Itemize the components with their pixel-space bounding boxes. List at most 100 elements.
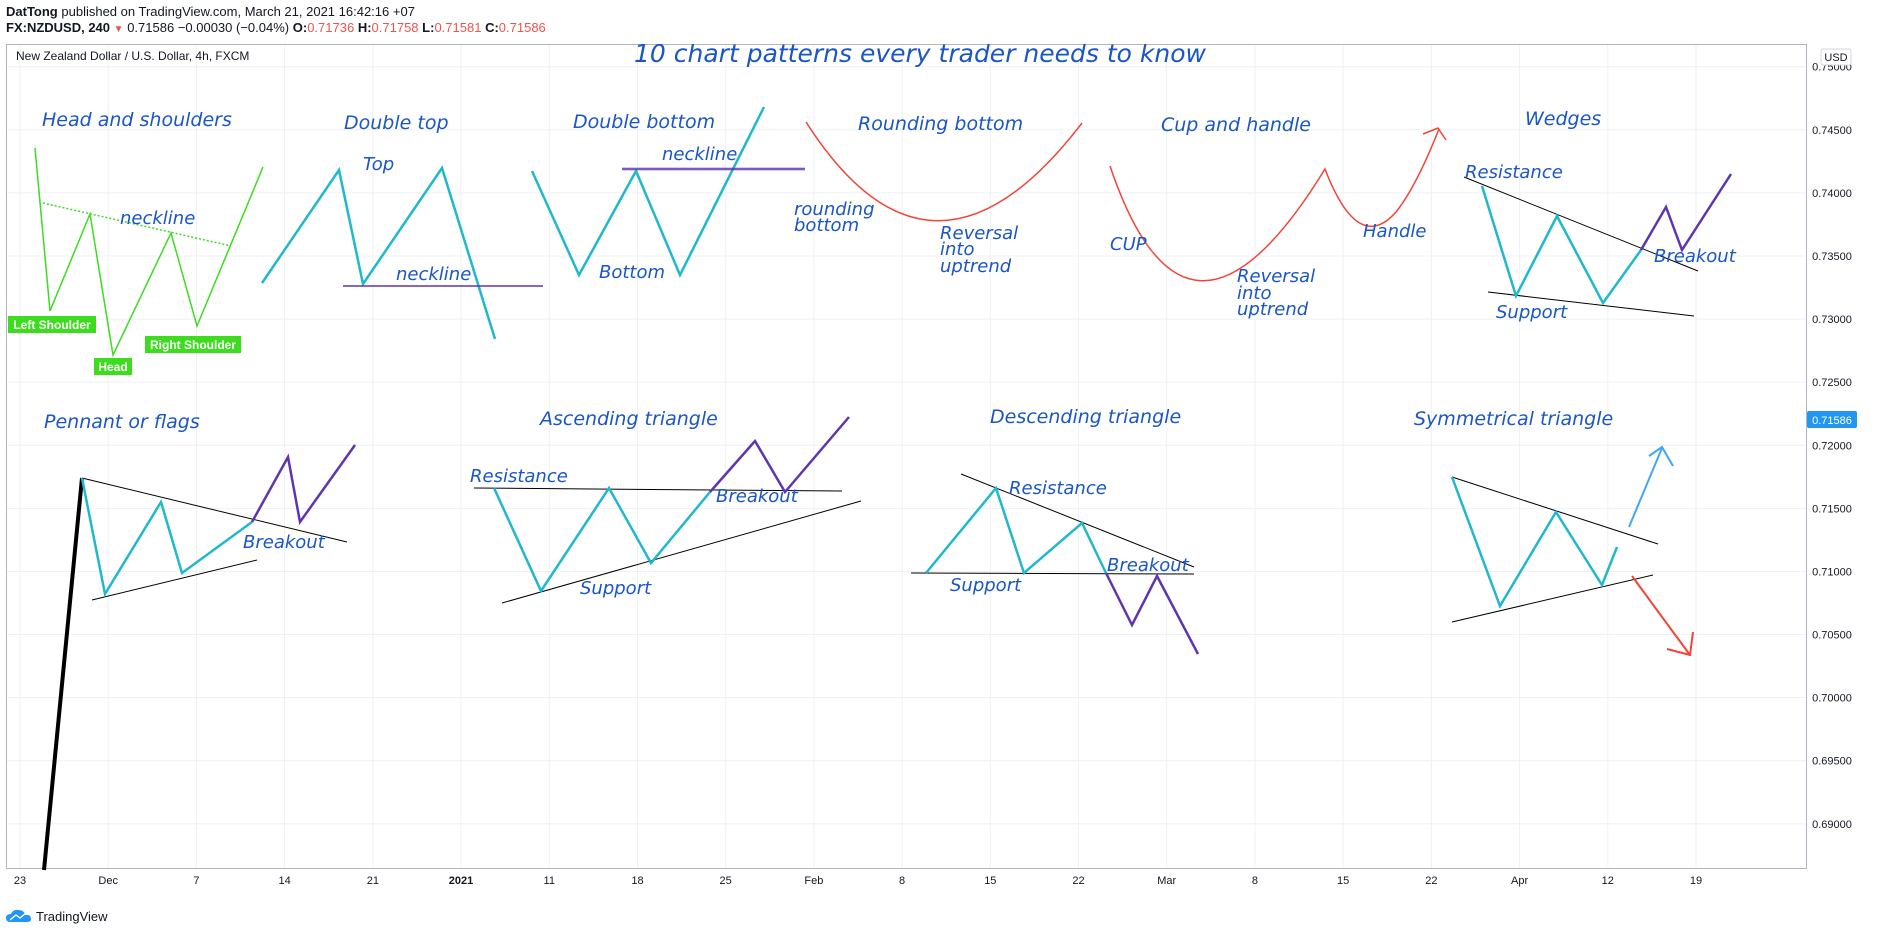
- top-label: Top: [363, 154, 394, 175]
- price-tick-label: 0.72000: [1812, 440, 1852, 452]
- badge-label: Head: [98, 360, 127, 374]
- open-value: 0.71736: [307, 20, 355, 35]
- resistance-label: Resistance: [470, 466, 568, 487]
- tradingview-brand[interactable]: TradingView: [36, 908, 108, 924]
- price-path: [1480, 185, 1643, 306]
- price-tick-label: 0.71500: [1812, 503, 1852, 515]
- breakout-path: [250, 444, 357, 526]
- author-name[interactable]: DatTong: [6, 4, 58, 19]
- currency-badge[interactable]: [1820, 48, 1852, 66]
- up-arrow-icon: [1628, 447, 1663, 528]
- pattern-title: Symmetrical triangle: [1414, 408, 1613, 430]
- time-tick-label: 19: [1690, 875, 1702, 887]
- pattern-title: Double top: [344, 112, 449, 134]
- pattern-title: Cup and handle: [1161, 114, 1311, 136]
- support-label: Support: [580, 578, 652, 599]
- pattern-title: Ascending triangle: [538, 408, 718, 430]
- symbol: FX:NZDUSD, 240: [6, 20, 111, 35]
- open-label: O:: [292, 20, 308, 35]
- handle-label: Handle: [1363, 221, 1426, 242]
- time-tick-label: Mar: [1157, 875, 1176, 887]
- arrow-head-icon: [1422, 127, 1447, 141]
- pattern-title: Descending triangle: [990, 406, 1181, 428]
- pattern-double-top[interactable]: Double top Top neckline: [260, 112, 543, 340]
- price-path: [925, 485, 1108, 576]
- badge-left-shoulder: [8, 316, 96, 333]
- reversal-label: Reversal: [940, 223, 1018, 244]
- pattern-head-and-shoulders[interactable]: Head and shoulders neckline Left Shoulde…: [8, 109, 264, 375]
- price-tick-label: 0.74000: [1812, 188, 1852, 200]
- time-tick-label: 14: [279, 875, 291, 887]
- pattern-wedges[interactable]: Wedges Resistance Breakout Support: [1463, 108, 1737, 323]
- price-change: −0.00030 (−0.04%): [177, 20, 290, 35]
- support-line: [501, 500, 862, 604]
- chart-header-bar: DatTong published on TradingView.com, Ma…: [0, 0, 1878, 40]
- time-tick-label: 15: [984, 875, 996, 887]
- chart-title: 10 chart patterns every trader needs to …: [634, 44, 1207, 68]
- bottom-label: Bottom: [599, 262, 665, 283]
- close-value: 0.71586: [498, 20, 546, 35]
- time-tick-label: 12: [1602, 875, 1614, 887]
- time-tick-label: 8: [899, 875, 905, 887]
- pattern-ascending-triangle[interactable]: Ascending triangle Resistance Breakout S…: [470, 408, 862, 604]
- resistance-line: [960, 473, 1195, 568]
- support-line: [910, 572, 1195, 575]
- pattern-descending-triangle[interactable]: Descending triangle Resistance Support B…: [910, 406, 1200, 655]
- price-tick-label: 0.70500: [1812, 630, 1852, 642]
- into-label: into: [1237, 283, 1271, 304]
- footer: TradingView: [6, 905, 108, 927]
- reversal-label: Reversal: [1237, 266, 1315, 287]
- time-tick-label: Feb: [804, 875, 823, 887]
- time-tick-label: Dec: [98, 875, 118, 887]
- lower-trendline: [1451, 574, 1654, 623]
- price-tick-label: 0.69000: [1812, 819, 1852, 831]
- uptrend-label: uptrend: [1237, 299, 1309, 320]
- pattern-pennant-or-flags[interactable]: Pennant or flags Breakout: [42, 411, 357, 871]
- tradingview-cloud-icon: [6, 909, 31, 922]
- breakout-label: Breakout: [1107, 555, 1190, 576]
- pattern-cup-and-handle[interactable]: Cup and handle CUP Reversal into uptrend…: [1109, 114, 1447, 320]
- time-tick-label: 7: [193, 875, 199, 887]
- badge-head: [94, 358, 132, 375]
- neckline: [42, 202, 232, 247]
- time-axis[interactable]: 23 Dec 7 14 21 2021 11 18 25 Feb 8 15 22 Mar 8 15 22 Apr 1…: [14, 875, 1702, 887]
- pattern-title: Rounding bottom: [858, 113, 1023, 135]
- time-tick-label: Apr: [1511, 875, 1528, 887]
- neckline-label: neckline: [662, 144, 737, 165]
- time-tick-label: 8: [1252, 875, 1258, 887]
- pattern-symmetrical-triangle[interactable]: Symmetrical triangle: [1414, 408, 1694, 657]
- price-axis[interactable]: 0.750000.745000.740000.735000.730000.725…: [1812, 62, 1852, 831]
- time-tick-label: 23: [14, 875, 26, 887]
- price-tick-label: 0.71000: [1812, 566, 1852, 578]
- close-label: C:: [485, 20, 499, 35]
- price-tick-label: 0.70000: [1812, 693, 1852, 705]
- time-tick-label: 22: [1425, 875, 1437, 887]
- price-path: [1109, 128, 1440, 282]
- price-path: [530, 106, 766, 278]
- time-tick-label: 25: [720, 875, 732, 887]
- resistance-line: [1463, 176, 1699, 272]
- ohlc-line: FX:NZDUSD, 240 ▼ 0.71586 −0.00030 (−0.04…: [6, 20, 546, 35]
- chart-area[interactable]: 0.75000 0.74500 0.74000 0.73500 0.73000 0.725…: [6, 39, 1878, 901]
- high-label: H:: [357, 20, 372, 35]
- price-tick-label: 0.73000: [1812, 314, 1852, 326]
- plot-frame: [6, 44, 1807, 869]
- chart-svg[interactable]: 0.750000.745000.740000.735000.730000.725…: [6, 39, 1878, 901]
- resistance-label: Resistance: [1465, 162, 1563, 183]
- pattern-double-bottom[interactable]: Double bottom neckline Bottom: [530, 106, 805, 283]
- down-arrow-icon: [1631, 575, 1691, 656]
- last-price: 0.71586: [127, 20, 175, 35]
- breakout-label: Breakout: [243, 532, 326, 553]
- down-arrow-icon: ▼: [113, 24, 124, 35]
- pattern-title: Head and shoulders: [42, 109, 232, 131]
- up-arrow-head-icon: [1648, 445, 1674, 467]
- down-arrow-head-icon: [1666, 631, 1694, 657]
- grid: [7, 45, 1806, 868]
- pattern-rounding-bottom[interactable]: Rounding bottom rounding bottom Reversal…: [794, 113, 1083, 277]
- price-tag-bg: [1807, 411, 1857, 428]
- support-line: [1487, 291, 1695, 317]
- price-tick-label: 0.69500: [1812, 756, 1852, 768]
- pattern-title: Double bottom: [573, 111, 715, 133]
- breakout-label: Breakout: [716, 486, 799, 507]
- price-tick-label: 0.74500: [1812, 125, 1852, 137]
